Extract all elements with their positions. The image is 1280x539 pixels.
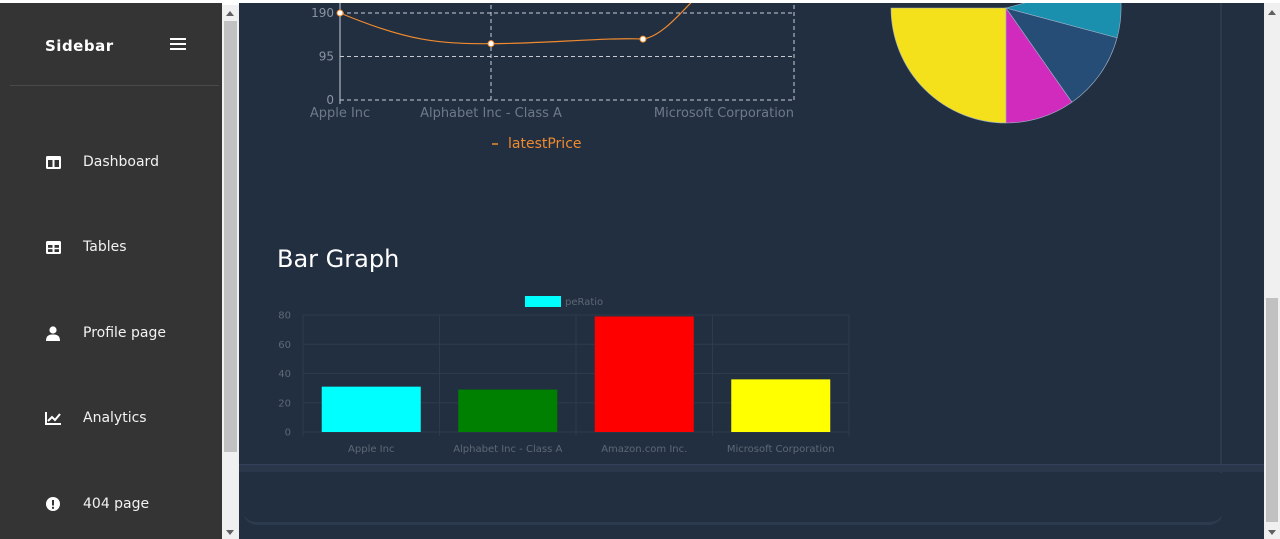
pie-slice [1004,3,1122,39]
sidebar-item-tables[interactable]: Tables [45,235,127,259]
card-edge [1214,3,1222,523]
sidebar-item-label: Dashboard [83,154,159,170]
line-series-latestPrice [339,3,692,45]
bar [458,389,558,432]
line-x-tick-label: Apple Inc [310,106,370,121]
sidebar-item-label: Profile page [83,325,166,341]
sidebar-item-dashboard[interactable]: Dashboard [45,150,159,174]
sidebar: Sidebar Dashboard Tables Profile page An… [0,3,222,539]
pie-slice [890,7,1007,124]
line-point [487,40,495,48]
line-x-tick-label: Alphabet Inc - Class A [420,106,562,121]
bar-graph-title: Bar Graph [277,245,400,273]
card-bottom [243,473,1223,525]
bar [594,316,694,432]
line-x-tick-label: Microsoft Corporation [654,106,794,121]
line-chart: 0 95 190 Apple Inc Alphabet Inc - Class A Mic… [310,3,795,152]
page-scrollbar[interactable] [1264,3,1280,539]
sidebar-scrollbar[interactable] [222,5,239,539]
bar-y-tick-label: 20 [278,398,291,409]
dashboard-icon [45,154,61,170]
bar-legend-swatch [525,296,561,307]
hamburger-menu-icon[interactable] [170,35,186,51]
pie-chart [890,3,1122,124]
sidebar-brand: Sidebar [45,37,114,55]
scroll-up-arrow-icon[interactable] [226,11,234,16]
bar [731,379,831,432]
bar-y-tick-label: 60 [278,340,291,351]
bar-x-tick-label: Microsoft Corporation [727,444,835,455]
line-y-tick-label: 0 [326,93,334,107]
bar-x-tick-label: Amazon.com Inc. [601,444,687,455]
bar-x-tick-label: Alphabet Inc - Class A [453,444,562,455]
sidebar-item-label: 404 page [83,496,150,512]
user-icon [45,325,61,341]
sidebar-item-label: Analytics [83,410,147,426]
scroll-down-arrow-icon[interactable] [1268,530,1276,535]
bar-y-tick-label: 40 [278,369,291,380]
bar-y-tick-label: 80 [278,311,291,322]
bar-x-tick-label: Apple Inc [348,444,394,455]
scroll-up-arrow-icon[interactable] [1268,10,1276,15]
sidebar-item-404[interactable]: 404 page [45,492,149,516]
main-content: 0 95 190 Apple Inc Alphabet Inc - Class A Mic… [239,3,1264,539]
sidebar-item-label: Tables [83,239,127,255]
scroll-down-arrow-icon[interactable] [226,530,234,535]
chart-line-icon [45,410,61,426]
sidebar-item-analytics[interactable]: Analytics [45,406,147,430]
bar-y-tick-label: 0 [285,428,291,439]
bar-legend-label: peRatio [565,297,603,308]
sidebar-scrollbar-thumb[interactable] [224,21,237,452]
exclamation-circle-icon [45,496,61,512]
bar-chart: peRatio 0 20 40 60 80 Apple Inc Alphabet Inc -… [278,296,850,455]
bar [321,386,421,432]
sidebar-item-profile[interactable]: Profile page [45,321,166,345]
line-point [639,35,647,43]
line-legend-label: latestPrice [508,136,582,152]
sidebar-header: Sidebar [10,3,219,86]
line-y-tick-label: 95 [319,50,334,64]
pie-slice [1005,7,1118,103]
section-divider [239,464,1264,472]
page-scrollbar-thumb[interactable] [1266,298,1278,522]
table-icon [45,239,61,255]
line-y-tick-label: 190 [311,6,334,20]
line-point [336,9,344,17]
